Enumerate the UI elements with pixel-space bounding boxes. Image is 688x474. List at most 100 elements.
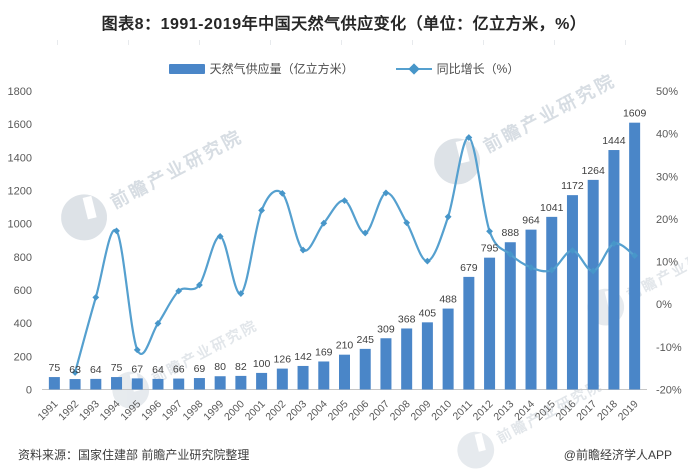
bar-value-label: 82 — [235, 361, 247, 373]
x-axis-year-label: 2013 — [491, 398, 516, 423]
left-axis-tick-label: 1600 — [8, 119, 32, 131]
bar-2011 — [463, 276, 475, 390]
bar-value-label: 1444 — [602, 135, 626, 147]
x-axis-year-label: 1999 — [201, 398, 226, 423]
bar-value-label: 75 — [111, 362, 123, 374]
line-marker-2011 — [465, 134, 473, 141]
x-axis-year-label: 2012 — [471, 398, 496, 423]
bar-1992 — [69, 379, 81, 390]
bar-value-label: 488 — [439, 294, 457, 306]
x-axis-year-label: 1994 — [98, 398, 123, 423]
bar-series-swatch — [168, 63, 205, 74]
bar-value-label: 888 — [502, 227, 520, 239]
x-axis-year-label: 2000 — [222, 398, 247, 423]
left-axis-tick-label: 1800 — [8, 86, 32, 98]
bar-2017 — [587, 179, 599, 390]
x-axis-year-label: 1996 — [139, 398, 164, 423]
x-axis-year-label: 2016 — [554, 398, 579, 423]
bar-value-label: 169 — [315, 346, 333, 358]
right-axis-tick-label: 0% — [656, 299, 672, 311]
bar-value-label: 126 — [274, 354, 292, 366]
decorative-tick-row — [57, 40, 657, 45]
bar-1991 — [48, 377, 60, 390]
line-marker-2001 — [258, 207, 266, 214]
bar-value-label: 63 — [69, 364, 81, 376]
x-axis-year-label: 2008 — [388, 398, 413, 423]
x-axis-year-label: 1992 — [56, 398, 81, 423]
line-marker-2014 — [527, 264, 535, 271]
x-axis-year-label: 1997 — [160, 398, 185, 423]
bar-2015 — [546, 216, 558, 390]
right-axis-tick-label: 20% — [656, 214, 678, 226]
line-marker-2010 — [444, 213, 452, 221]
left-axis-tick-label: 600 — [14, 285, 32, 297]
legend-diamond-icon — [408, 62, 420, 75]
x-axis-year-label: 2014 — [512, 398, 537, 423]
line-marker-2008 — [403, 219, 411, 227]
credit-text: @前瞻经济学人APP — [563, 448, 672, 462]
x-axis-year-label: 2009 — [409, 398, 434, 423]
x-axis-year-label: 2007 — [367, 398, 392, 423]
line-marker-2017 — [589, 267, 597, 275]
line-marker-2002 — [278, 189, 286, 197]
bar-2010 — [442, 308, 454, 390]
bar-2002 — [276, 368, 288, 390]
bar-2006 — [359, 348, 371, 390]
bar-2014 — [525, 229, 537, 390]
line-marker-2006 — [361, 229, 369, 237]
bar-2004 — [318, 361, 330, 390]
line-marker-2009 — [423, 257, 431, 265]
legend-label-supply: 天然气供应量（亿立方米） — [209, 62, 354, 76]
left-axis-tick-label: 200 — [14, 351, 32, 363]
bar-value-label: 210 — [336, 340, 354, 352]
line-marker-2019 — [631, 252, 639, 260]
combo-chart: 0 200 400 600 800 1000 1200 1400 1600 1800 -20% -10… — [8, 86, 682, 423]
data-source-text: 资料来源：国家住建部 前瞻产业研究院整理 — [18, 448, 250, 462]
line-marker-2000 — [237, 290, 245, 297]
line-marker-1997 — [175, 287, 183, 295]
bar-2005 — [339, 354, 350, 390]
x-axis-year-label: 2004 — [305, 398, 330, 423]
left-axis-tick-label: 800 — [14, 252, 32, 264]
line-marker-1992 — [71, 369, 79, 376]
bar-value-label: 1609 — [623, 108, 647, 120]
bar-1999 — [214, 376, 226, 390]
line-marker-1996 — [154, 320, 162, 327]
bar-2007 — [380, 338, 392, 390]
left-axis-tick-label: 1400 — [8, 152, 32, 164]
bar-1996 — [152, 378, 164, 390]
x-axis-year-label: 2006 — [346, 398, 371, 423]
bar-value-label: 795 — [481, 243, 499, 255]
x-axis-year-label: 2019 — [616, 398, 641, 423]
bar-value-label: 142 — [294, 351, 312, 363]
bar-value-label: 66 — [173, 364, 185, 376]
bar-value-label: 64 — [90, 364, 102, 376]
left-axis-tick-label: 1000 — [8, 219, 32, 231]
left-axis-tick-label: 0 — [26, 385, 32, 397]
bar-2008 — [401, 328, 413, 390]
bar-value-label: 69 — [194, 363, 206, 375]
bar-2013 — [504, 242, 516, 390]
bar-value-label: 1041 — [540, 202, 564, 214]
bar-2016 — [566, 195, 578, 390]
line-marker-1999 — [216, 233, 224, 240]
x-axis-year-label: 2002 — [263, 398, 288, 423]
bar-value-label: 1264 — [582, 165, 606, 177]
bar-value-label: 80 — [214, 361, 226, 373]
bar-value-label: 1172 — [561, 180, 584, 192]
line-marker-1994 — [113, 227, 120, 235]
bar-1993 — [90, 378, 102, 390]
x-axis-year-label: 1998 — [181, 398, 206, 423]
right-axis-tick-label: 10% — [656, 257, 678, 269]
right-axis-tick-label: 30% — [656, 171, 678, 183]
bar-value-label: 405 — [419, 307, 437, 319]
bar-value-label: 309 — [377, 323, 395, 335]
x-axis-year-label: 1993 — [77, 398, 102, 423]
right-axis-tick-label: -10% — [656, 342, 682, 354]
line-marker-1993 — [92, 293, 100, 301]
bar-value-label: 100 — [253, 358, 271, 370]
bar-2000 — [235, 375, 247, 390]
line-marker-2005 — [341, 197, 348, 204]
bar-1994 — [111, 377, 123, 390]
